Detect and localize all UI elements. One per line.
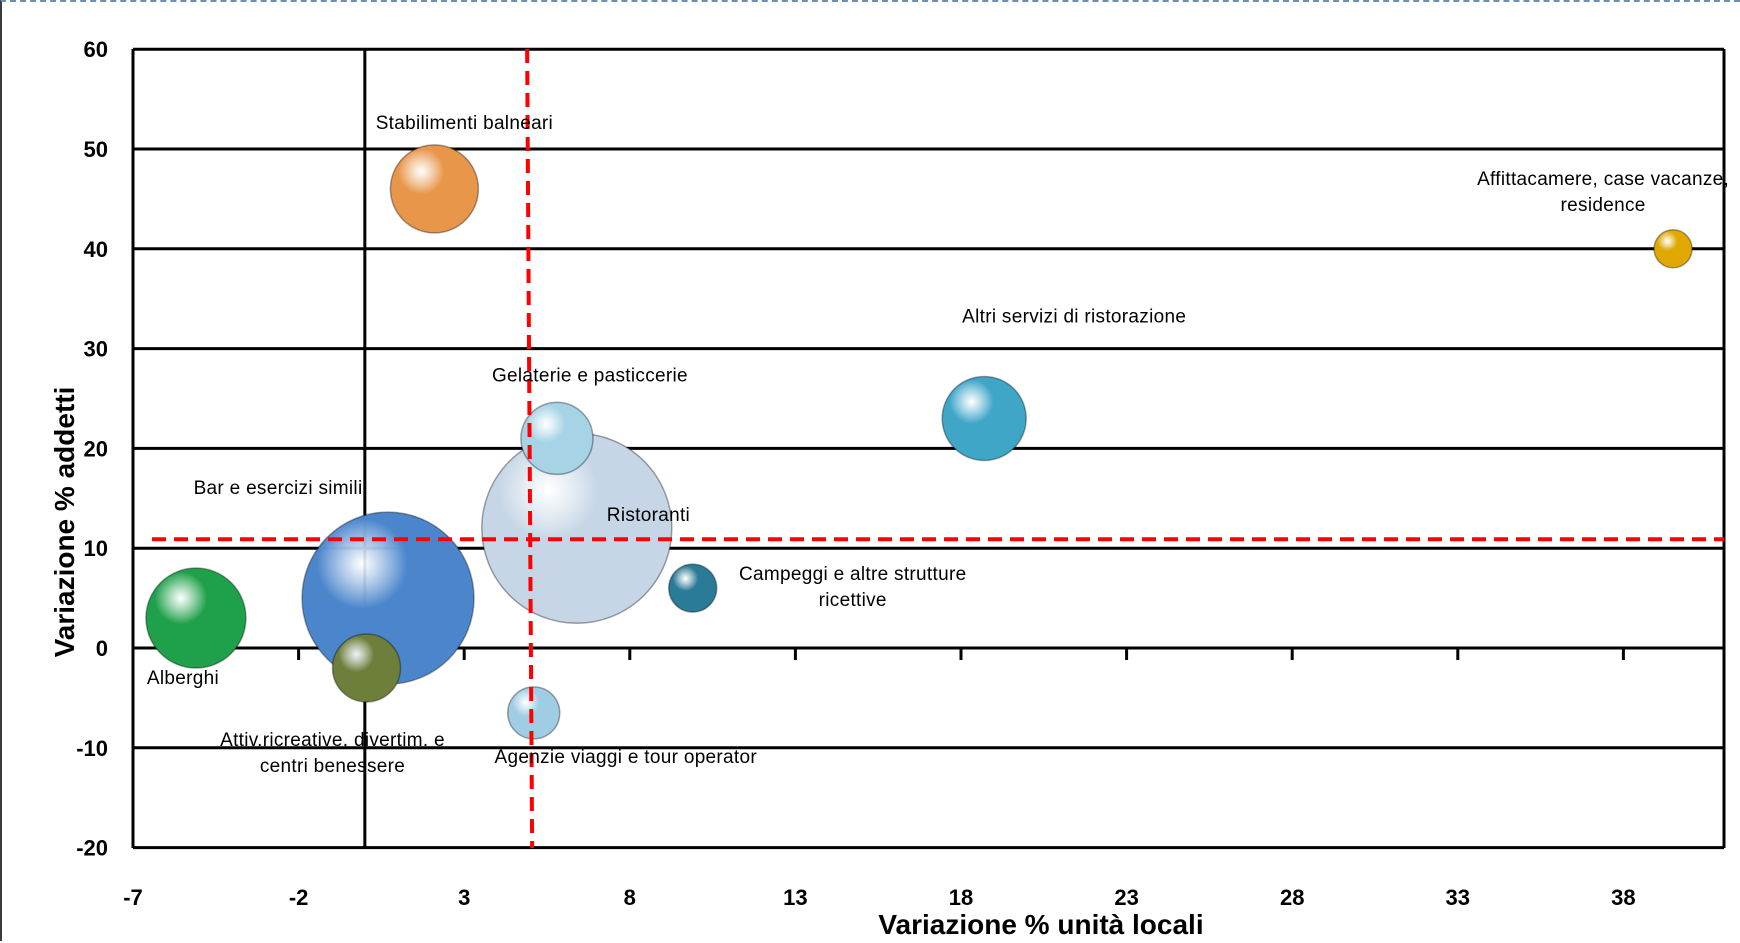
- bubble-point: [520, 401, 594, 476]
- y-axis-title: Variazione % addetti: [49, 387, 80, 658]
- bubble-label: Bar e esercizi simili: [194, 478, 363, 499]
- x-tick-label: 3: [458, 885, 470, 910]
- y-tick-label: 0: [96, 636, 108, 661]
- y-tick-label: 20: [84, 436, 108, 461]
- reference-lines: [152, 48, 1724, 849]
- bubble-label-line: Campeggi e altre strutture: [739, 564, 966, 585]
- y-tick-label: 30: [84, 337, 108, 362]
- bubble-label-line: centri benessere: [260, 756, 405, 777]
- bubble-label-line: residence: [1561, 195, 1646, 216]
- bubble-label: Campeggi e altre strutture ricettive: [739, 564, 966, 611]
- x-tick-label: 18: [949, 885, 973, 910]
- bubble-label-line: ricettive: [819, 590, 887, 611]
- bubble-labels: Stabilimenti balneari Affittacamere, case…: [147, 113, 1729, 777]
- bubble-point: [667, 563, 718, 613]
- bubble-point: [941, 375, 1027, 462]
- y-tick-label: -10: [76, 736, 108, 761]
- bubble-point: [507, 686, 561, 740]
- x-tick-label: -7: [123, 885, 143, 910]
- x-axis-title: Variazione % unità locali: [878, 909, 1203, 940]
- bubble-point: [389, 144, 480, 234]
- bubble-label: Affittacamere, case vacanze, residence: [1477, 169, 1729, 216]
- y-tick-label: 60: [84, 37, 108, 62]
- x-tick-label: -2: [289, 885, 309, 910]
- bubble-label: Attiv.ricreative, divertim. e centri bene…: [220, 730, 445, 777]
- x-tick-label: 23: [1114, 885, 1138, 910]
- reference-line-x: [525, 48, 535, 849]
- x-tick-label: 28: [1280, 885, 1304, 910]
- y-tick-label: 10: [84, 536, 108, 561]
- bubbles: [145, 144, 1693, 740]
- x-tick-label: 8: [624, 885, 636, 910]
- bubble-label: Agenzie viaggi e tour operator: [495, 747, 758, 768]
- bubble-point: [331, 633, 402, 703]
- bubble-label-line: Attiv.ricreative, divertim. e: [220, 730, 445, 751]
- y-tick-label: -20: [76, 836, 108, 861]
- x-tick-label: 38: [1611, 885, 1635, 910]
- bubble-label: Altri servizi di ristorazione: [962, 306, 1186, 327]
- bubble-label: Stabilimenti balneari: [376, 113, 553, 134]
- y-tick-label: 50: [84, 137, 108, 162]
- bubble-label: Ristoranti: [607, 505, 690, 526]
- bubble-point: [145, 567, 247, 669]
- bubble-label: Alberghi: [147, 668, 219, 689]
- x-tick-label: 13: [783, 885, 807, 910]
- bubble-label: Gelaterie e pasticcerie: [492, 365, 688, 386]
- y-tick-label: 40: [84, 237, 108, 262]
- bubble-point: [1653, 229, 1693, 269]
- x-tick-label: 33: [1446, 885, 1470, 910]
- bubble-label-line: Affittacamere, case vacanze,: [1477, 169, 1729, 190]
